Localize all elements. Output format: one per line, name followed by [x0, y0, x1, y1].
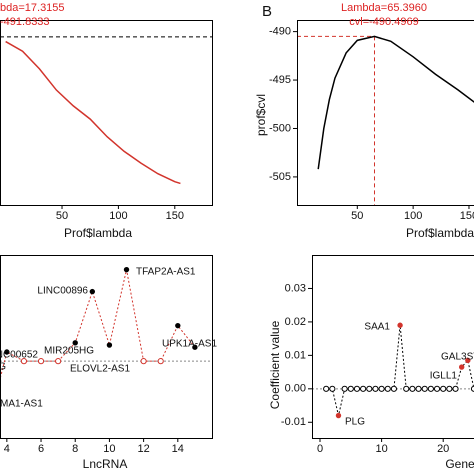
data-point	[366, 385, 373, 392]
plot-frame	[297, 20, 474, 206]
data-point	[384, 385, 391, 392]
x-tick-label: 10	[375, 443, 387, 455]
data-point	[440, 385, 447, 392]
x-tick-label: 20	[437, 443, 449, 455]
data-point	[452, 385, 459, 392]
data-point	[55, 358, 62, 365]
x-axis-label: LncRNA	[83, 457, 128, 471]
data-point	[20, 358, 28, 365]
plot-frame	[0, 255, 213, 439]
point-label: ELOVL2-AS1	[70, 364, 130, 375]
data-point	[157, 358, 164, 365]
data-point	[433, 385, 441, 392]
data-point	[390, 385, 398, 392]
data-point	[415, 385, 422, 392]
point-label: MIR205HG	[44, 346, 94, 357]
annotation: cvl=-490.4969	[349, 16, 418, 28]
data-point	[427, 385, 434, 392]
y-tick-label: 0.02	[285, 316, 306, 328]
point-label: PLG	[345, 417, 365, 428]
data-point	[360, 385, 367, 392]
plot-area	[312, 322, 474, 419]
data-point	[89, 288, 96, 295]
point-label: UPK1A-AS1	[162, 339, 217, 350]
data-point	[175, 322, 181, 329]
data-line	[5, 40, 181, 185]
data-point	[4, 349, 10, 355]
data-point	[72, 340, 78, 346]
point-label: GAL3ST2	[441, 352, 474, 363]
x-tick-label: 14	[172, 443, 184, 455]
y-tick-label: -505	[269, 171, 291, 183]
x-tick-label: 50	[351, 210, 363, 222]
plot-frame	[312, 255, 474, 439]
data-point	[323, 385, 330, 392]
point-label: TFAP2A-AS1	[136, 267, 196, 278]
data-point	[347, 385, 354, 392]
y-axis-label: Coefficient value	[268, 320, 282, 409]
plot-area	[0, 36, 212, 185]
data-point	[409, 385, 416, 392]
data-line	[317, 35, 474, 170]
x-tick-label: 150	[166, 210, 184, 222]
annotation: Lambda=65.3960	[341, 2, 427, 14]
data-point	[329, 385, 336, 392]
data-point	[353, 385, 361, 392]
y-tick-label: -500	[269, 122, 291, 134]
data-point	[192, 344, 198, 350]
data-point	[140, 358, 147, 365]
point-label: SAA1	[364, 322, 390, 333]
annotation: bda=17.3155	[0, 2, 65, 14]
data-point	[458, 364, 465, 370]
point-label: IGLL1	[430, 371, 458, 382]
data-point	[37, 358, 45, 365]
data-point	[465, 357, 471, 364]
y-tick-label: 0.00	[285, 383, 306, 395]
point-label: G	[0, 362, 6, 373]
data-point	[421, 385, 428, 392]
data-point	[123, 266, 130, 273]
x-axis-label: Prof$lambda	[64, 226, 132, 240]
point-label: LINC00896	[37, 286, 88, 297]
x-tick-label: 4	[4, 443, 10, 455]
data-point	[378, 385, 385, 392]
plot-frame	[0, 20, 213, 206]
data-point	[106, 342, 113, 348]
plot-area	[0, 266, 212, 382]
x-tick-label: 6	[38, 443, 44, 455]
panel-letter: B	[262, 3, 272, 20]
y-tick-label: 0.03	[285, 282, 306, 294]
plot-area	[297, 35, 474, 205]
y-tick-label: -490	[269, 26, 291, 38]
data-point	[341, 385, 348, 392]
point-label: MA1-AS1	[0, 399, 43, 410]
y-tick-label: 0.01	[285, 349, 306, 361]
data-point	[446, 385, 453, 392]
x-tick-label: 10	[103, 443, 115, 455]
y-tick-label: -495	[269, 74, 291, 86]
x-tick-label: 100	[404, 210, 422, 222]
x-tick-label: 12	[137, 443, 149, 455]
x-tick-label: 50	[56, 210, 68, 222]
x-tick-label: 150	[460, 210, 474, 222]
x-axis-label: Prof$lambda	[406, 226, 474, 240]
x-tick-label: 100	[109, 210, 127, 222]
x-tick-label: 8	[72, 443, 78, 455]
data-point	[372, 385, 379, 392]
data-point	[397, 322, 403, 328]
y-tick-label: -0.01	[281, 416, 306, 428]
x-axis-label: Gene	[445, 457, 474, 471]
point-label: NC00652	[0, 350, 38, 361]
data-point	[335, 412, 342, 419]
y-axis-label: prof$cvl	[254, 94, 268, 136]
x-tick-label: 0	[317, 443, 323, 455]
data-point	[403, 385, 410, 392]
annotation: -491.8333	[0, 16, 50, 28]
